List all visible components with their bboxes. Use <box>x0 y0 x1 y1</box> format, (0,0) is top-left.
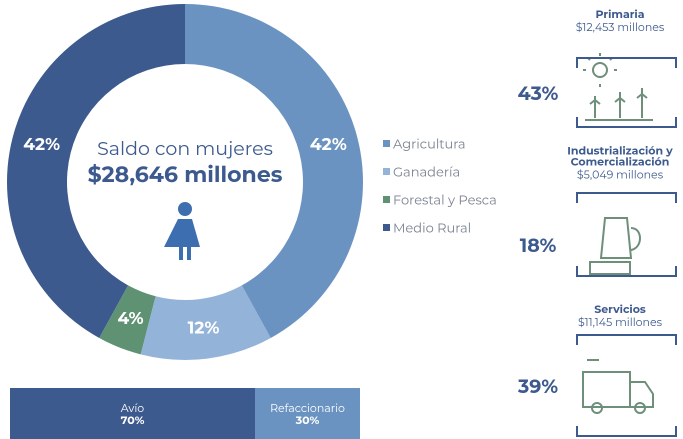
chart-title: Saldo con mujeres <box>97 137 273 160</box>
legend-swatch <box>383 168 390 175</box>
woman-icon <box>164 202 200 260</box>
donut-segment <box>185 4 363 338</box>
bracket <box>576 334 677 437</box>
bracket <box>576 57 677 128</box>
legend-label: Ganadería <box>393 164 460 180</box>
donut-segment <box>140 285 271 360</box>
donut-segment <box>99 285 156 355</box>
chart-subtitle: $28,646 millones <box>88 161 283 188</box>
sector-title: Comercialización <box>571 154 670 168</box>
split-label: Refaccionario <box>270 401 345 415</box>
legend-label: Medio Rural <box>393 220 471 236</box>
split-bar <box>10 388 255 439</box>
legend-label: Agricultura <box>393 136 466 152</box>
legend-swatch <box>383 196 390 203</box>
sector-share: 39% <box>517 375 558 398</box>
split-bar <box>255 388 360 439</box>
segment-label: 4% <box>117 309 143 329</box>
legend-label: Forestal y Pesca <box>393 192 497 208</box>
split-value: 30% <box>295 413 320 427</box>
sector-amount: $5,049 millones <box>577 167 664 181</box>
sector-share: 43% <box>518 82 559 105</box>
segment-label: 12% <box>188 318 220 338</box>
sector-title: Servicios <box>594 302 646 316</box>
sector-amount: $11,145 millones <box>578 315 663 329</box>
split-label: Avío <box>121 401 145 415</box>
sector-share: 18% <box>520 234 557 257</box>
sector-title: Primaria <box>595 7 644 21</box>
split-value: 70% <box>121 413 145 427</box>
legend-swatch <box>383 224 390 231</box>
bracket <box>576 192 677 277</box>
sector-title: Industrialización y <box>567 143 673 157</box>
donut-segment <box>7 4 185 338</box>
sector-amount: $12,453 millones <box>576 20 665 34</box>
segment-label: 42% <box>23 135 60 155</box>
legend-swatch <box>383 140 390 147</box>
segment-label: 42% <box>310 135 347 155</box>
sector-icons <box>582 53 654 414</box>
